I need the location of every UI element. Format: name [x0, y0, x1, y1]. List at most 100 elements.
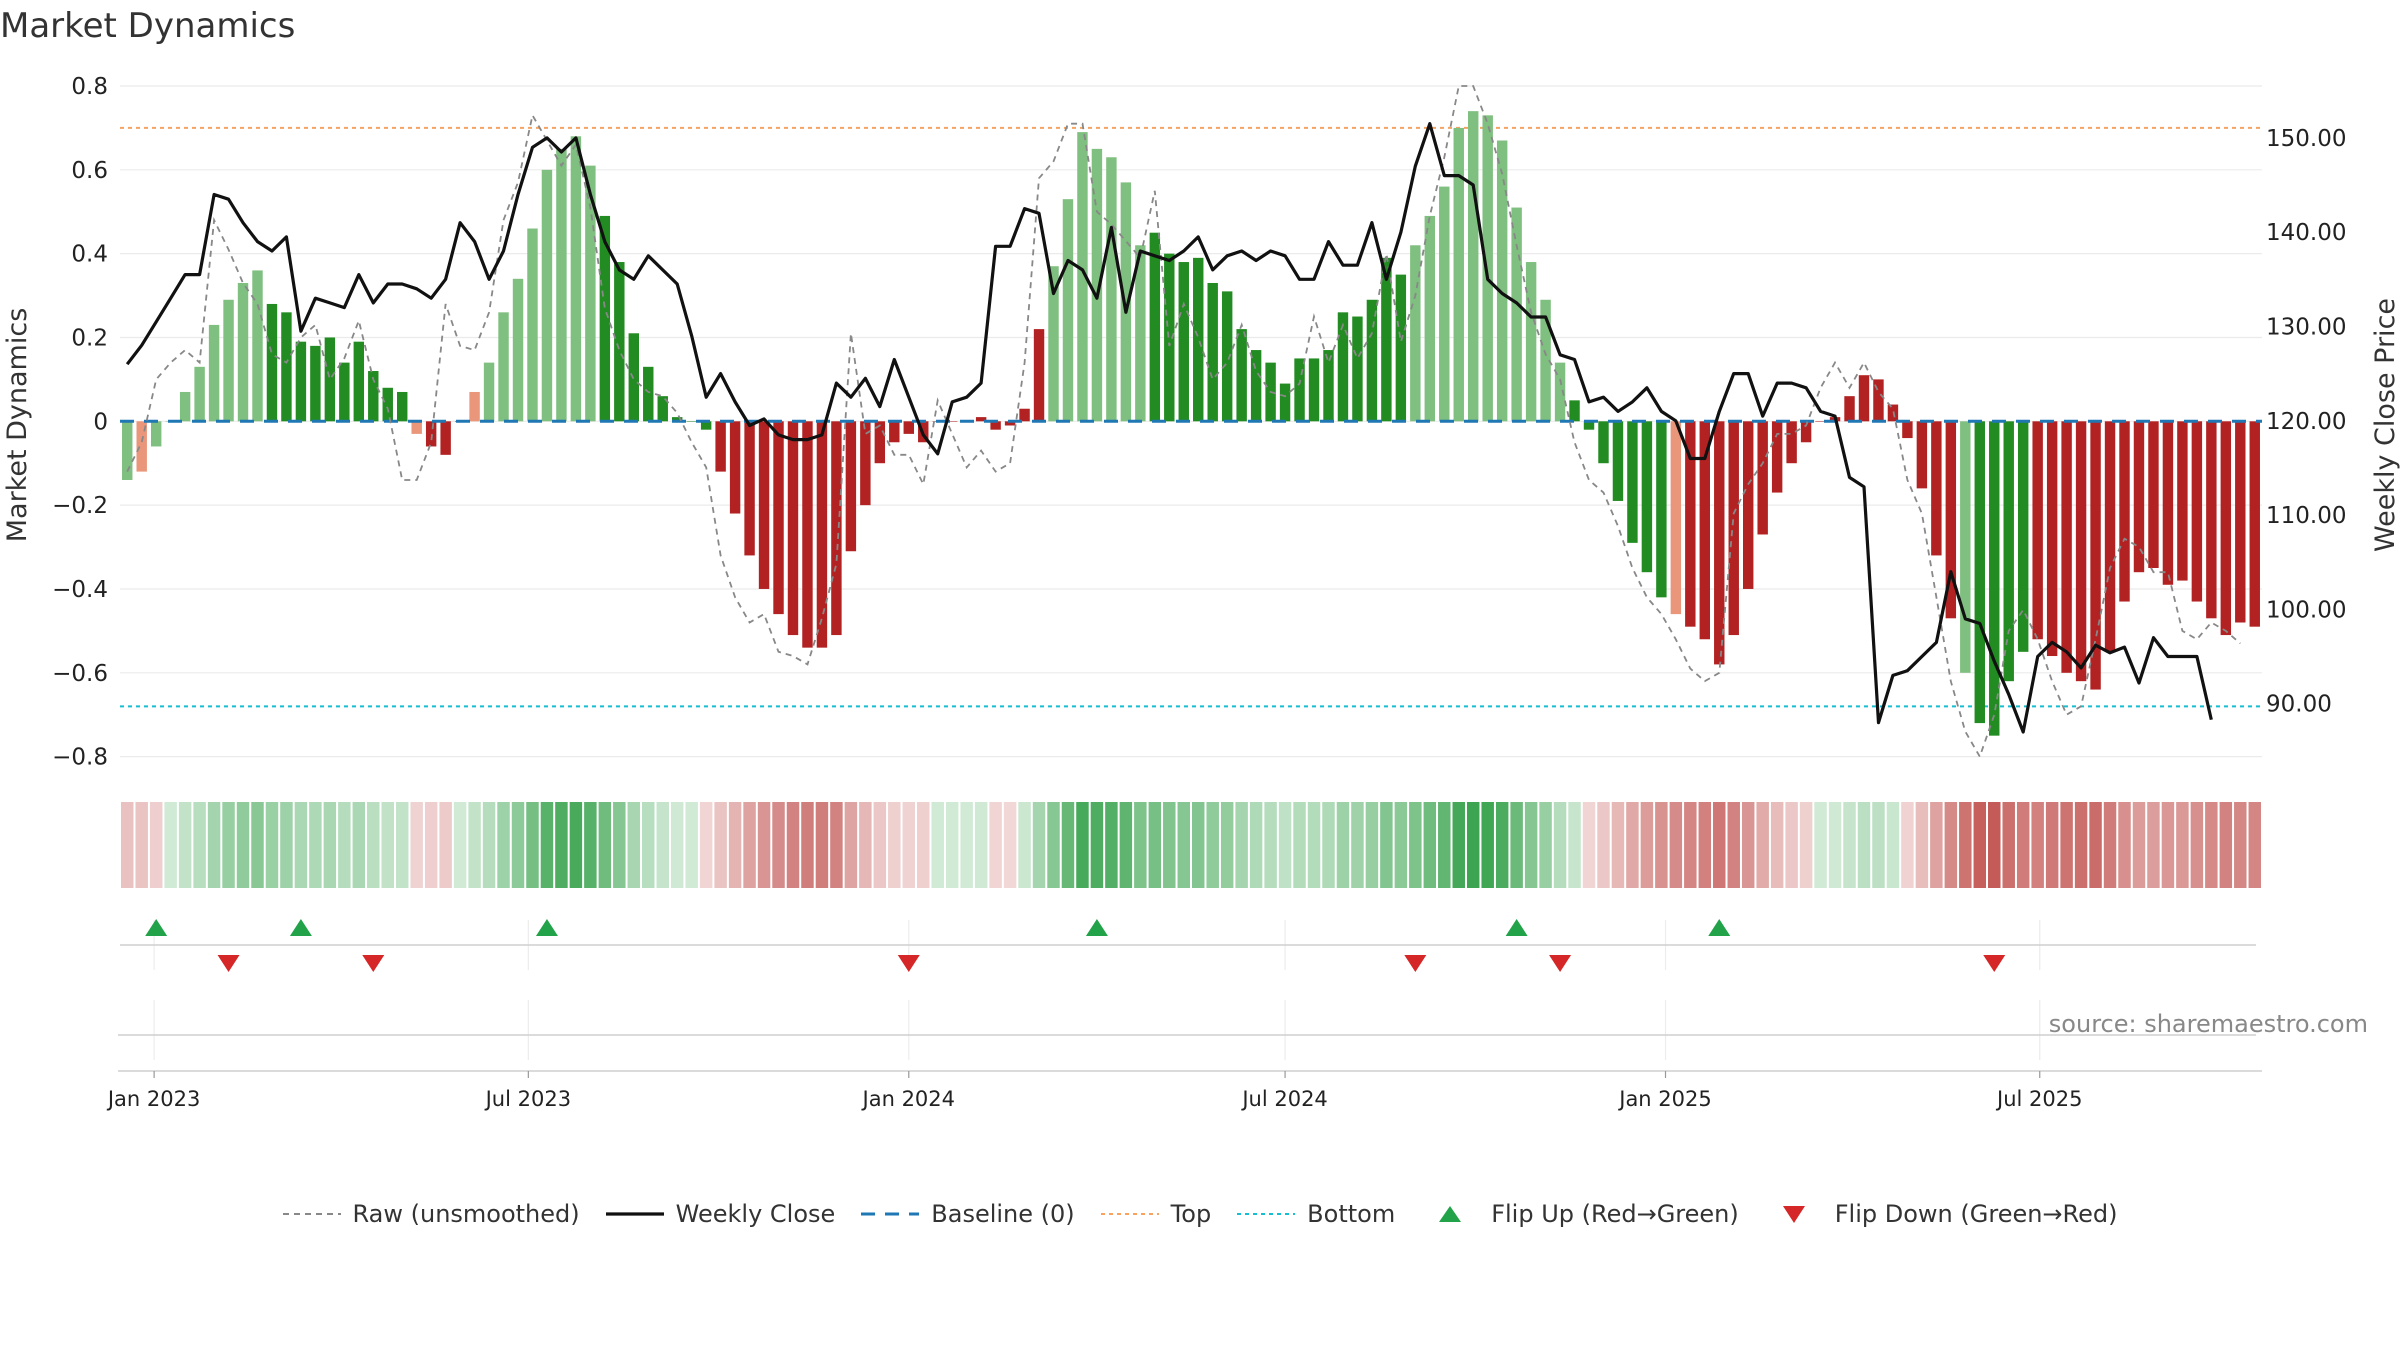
heat-strip-cell [1047, 802, 1060, 888]
regime-heat-strip [121, 802, 2261, 888]
legend-label: Weekly Close [675, 1200, 836, 1228]
dynamics-bar [1004, 421, 1016, 426]
heat-strip-cell [1626, 802, 1639, 888]
heat-strip-cell [685, 802, 698, 888]
dynamics-bar [831, 421, 842, 636]
y-tick-label: 0.2 [71, 325, 108, 351]
heat-strip-cell [1206, 802, 1219, 888]
heat-strip-cell [859, 802, 872, 888]
heat-strip-cell [1090, 802, 1104, 888]
y2-tick-label: 100.00 [2266, 597, 2346, 623]
dynamics-bar [1106, 157, 1117, 422]
dynamics-bar [570, 136, 582, 422]
heat-strip-cell [135, 802, 148, 888]
dynamics-bar [382, 387, 393, 422]
y-tick-label: −0.4 [52, 577, 108, 603]
x-tick-label: Jul 2023 [484, 1087, 571, 1111]
heat-strip-cell [888, 802, 901, 888]
dynamics-bar [1221, 291, 1233, 422]
heat-strip-cell [1669, 802, 1683, 888]
dynamics-bar [2162, 421, 2174, 585]
heat-strip-cell [902, 802, 916, 888]
dynamics-bar [223, 299, 234, 422]
y-tick-label: 0.8 [71, 74, 108, 100]
heat-strip-cell [439, 802, 452, 888]
flip-down-marker [1404, 955, 1427, 972]
dynamics-bar [1945, 421, 1957, 619]
dynamics-bar [1742, 421, 1754, 589]
grid-layer [120, 85, 2262, 758]
flip-up-marker [289, 919, 312, 936]
x-tick-label: Jul 2025 [1995, 1087, 2082, 1111]
heat-strip-cell [945, 802, 959, 888]
heat-strip-cell [178, 802, 192, 888]
dynamics-bar [237, 282, 249, 422]
chart-legend: Raw (unsmoothed) Weekly Close Baseline (0)… [0, 1200, 2400, 1228]
heat-strip-cell [1886, 802, 1900, 888]
heat-strip-cell [786, 802, 800, 888]
dynamics-bar [585, 165, 596, 422]
dynamics-bar [845, 421, 857, 552]
dynamics-bar [1337, 312, 1349, 422]
heat-strip-cell [670, 802, 684, 888]
heat-strip-cell [815, 802, 829, 888]
dynamics-bar [946, 421, 958, 422]
heat-strip-cell [1322, 802, 1335, 888]
heat-strip-cell [2045, 802, 2059, 888]
dynamics-bar [1439, 186, 1450, 422]
heat-strip-cell [2002, 802, 2015, 888]
heat-strip-cell [540, 802, 554, 888]
dynamics-bar [787, 421, 799, 636]
heat-strip-cell [1510, 802, 1523, 888]
y2-tick-label: 110.00 [2266, 503, 2346, 529]
dynamics-bar [1916, 421, 1928, 489]
heat-strip-cell [1220, 802, 1234, 888]
heat-strip-cell [2103, 802, 2117, 888]
dynamics-bar [1250, 350, 1262, 422]
dynamics-bar [1931, 421, 1942, 556]
heat-strip-cell [323, 802, 337, 888]
y-tick-label: 0.6 [71, 158, 108, 184]
legend-label: Flip Up (Red→Green) [1491, 1200, 1739, 1228]
heat-strip-cell [1452, 802, 1465, 888]
line-series [120, 85, 2262, 759]
dynamics-bar [1033, 329, 1045, 422]
heat-strip-cell [873, 802, 887, 888]
heat-strip-cell [1394, 802, 1408, 888]
dynamics-bar [425, 421, 437, 447]
heat-strip-cell [1249, 802, 1263, 888]
dynamics-bar [1468, 111, 1479, 422]
dynamics-bar [281, 312, 292, 422]
dynamics-bar [411, 421, 422, 434]
dynamics-bar [758, 421, 770, 589]
weekly-close-line [125, 122, 2213, 734]
dynamics-bar [527, 228, 538, 422]
green-up-triangle-icon [1421, 1204, 1479, 1224]
legend-item: Flip Down (Green→Red) [1765, 1200, 2118, 1228]
dynamics-bar [628, 333, 640, 422]
dynamics-bar [1294, 358, 1305, 422]
dynamics-bar [1178, 262, 1189, 422]
dynamics-bar [310, 345, 321, 422]
heat-strip-cell [1568, 802, 1581, 888]
heat-strip-cell [207, 802, 221, 888]
dynamics-bar [483, 362, 495, 422]
heat-strip-cell [410, 802, 423, 888]
heat-strip-cell [1727, 802, 1740, 888]
heat-strip-cell [555, 802, 568, 888]
heat-strip-cell [627, 802, 641, 888]
flip-markers-panel [118, 919, 2262, 1072]
dynamics-bar [2177, 421, 2188, 581]
heat-strip-cell [2190, 802, 2204, 888]
heat-strip-cell [2016, 802, 2030, 888]
heat-strip-cell [974, 802, 988, 888]
dynamics-bar [2206, 421, 2217, 619]
x-tick-label: Jul 2024 [1240, 1087, 1327, 1111]
heat-strip-cell [1785, 802, 1798, 888]
dynamics-bar [512, 278, 524, 422]
dynamics-bar [2090, 421, 2101, 690]
heat-strip-cell [1930, 802, 1943, 888]
y2-axis-title: Weekly Close Price [2370, 298, 2400, 552]
heat-strip-cell [1539, 802, 1552, 888]
legend-item: Weekly Close [605, 1200, 836, 1228]
